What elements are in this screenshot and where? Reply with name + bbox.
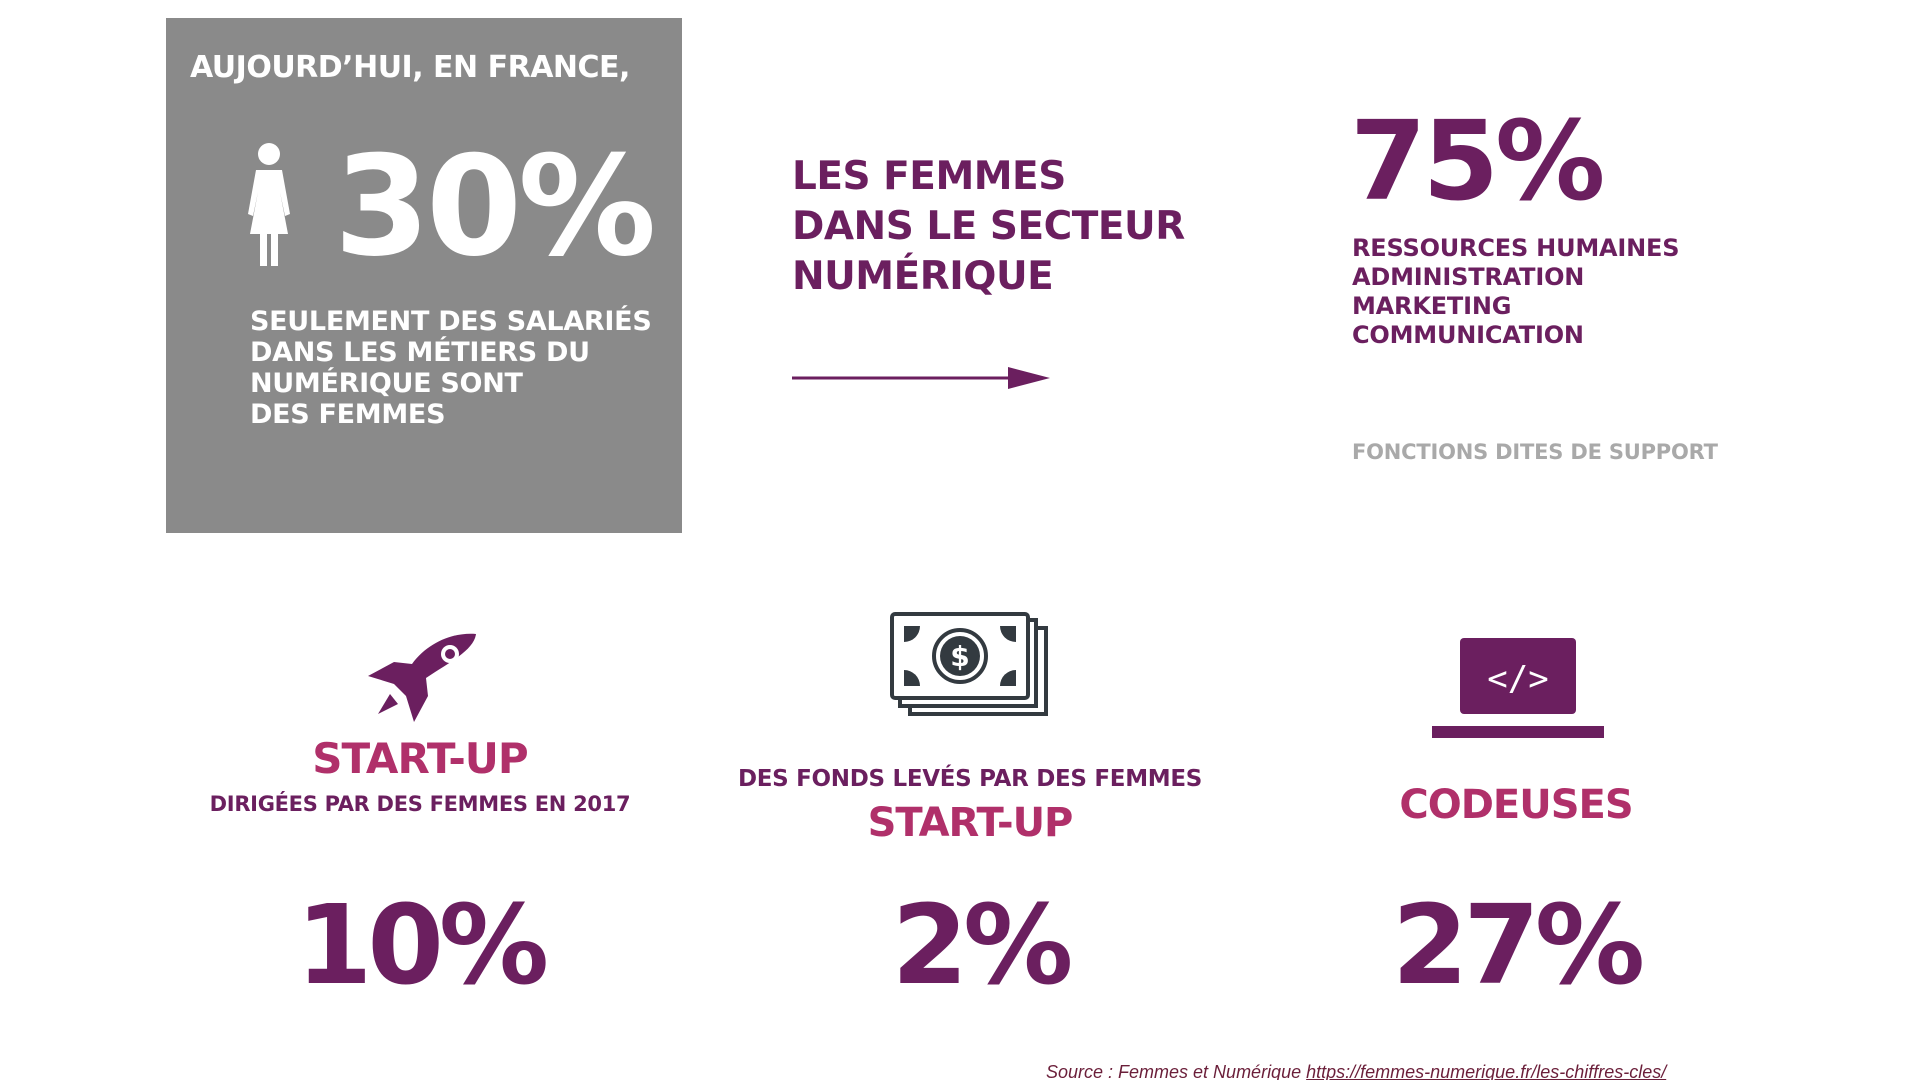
grey-box-heading: AUJOURD’HUI, EN FRANCE, <box>190 50 630 85</box>
grey-box-description-line: SEULEMENT DES SALARIÉS <box>250 306 652 337</box>
svg-text:$: $ <box>950 640 969 673</box>
grey-box-percent: 30% <box>334 126 656 287</box>
support-functions-list: RESSOURCES HUMAINES ADMINISTRATION MARKE… <box>1352 234 1680 350</box>
support-label: FONCTIONS DITES DE SUPPORT <box>1352 440 1718 464</box>
center-heading-line: NUMÉRIQUE <box>792 254 1054 299</box>
startup-percent: 10% <box>295 881 549 1009</box>
grey-box-description-line: NUMÉRIQUE SONT <box>250 368 523 399</box>
codeuses-title: CODEUSES <box>1399 782 1633 828</box>
center-heading-line: LES FEMMES <box>792 154 1066 199</box>
svg-text:</>: </> <box>1487 659 1548 699</box>
startup-subtitle: DIRIGÉES PAR DES FEMMES EN 2017 <box>209 792 631 816</box>
arrow-right-icon <box>792 367 1050 389</box>
source-citation: Source : Femmes et Numérique https://fem… <box>1046 1062 1666 1080</box>
rocket-icon <box>368 633 476 722</box>
laptop-code-icon: </> <box>1432 638 1604 738</box>
codeuses-percent: 27% <box>1391 881 1645 1009</box>
grey-box-description-line: DANS LES MÉTIERS DU <box>250 337 590 368</box>
money-icon: $ <box>890 612 1048 716</box>
source-link[interactable]: https://femmes-numerique.fr/les-chiffres… <box>1306 1062 1667 1080</box>
woman-icon <box>248 143 290 266</box>
grey-box-description-line: DES FEMMES <box>250 399 446 430</box>
support-function-item: COMMUNICATION <box>1352 321 1584 349</box>
grey-box-description: SEULEMENT DES SALARIÉS DANS LES MÉTIERS … <box>250 306 670 430</box>
funds-percent: 2% <box>891 881 1074 1009</box>
grey-stat-box: AUJOURD’HUI, EN FRANCE, 30% SEULEMENT DE… <box>166 18 682 533</box>
support-function-item: ADMINISTRATION <box>1352 263 1585 291</box>
center-heading-line: DANS LE SECTEUR <box>792 204 1185 249</box>
source-prefix: Source : Femmes et Numérique <box>1046 1062 1307 1080</box>
right-percent: 75% <box>1350 97 1605 225</box>
support-function-item: RESSOURCES HUMAINES <box>1352 234 1680 262</box>
funds-title: START-UP <box>867 800 1074 846</box>
support-function-item: MARKETING <box>1352 292 1512 320</box>
center-heading: LES FEMMES DANS LE SECTEUR NUMÉRIQUE <box>792 152 1185 302</box>
funds-subtitle: DES FONDS LEVÉS PAR DES FEMMES <box>737 766 1203 792</box>
startup-title: START-UP <box>312 734 528 783</box>
